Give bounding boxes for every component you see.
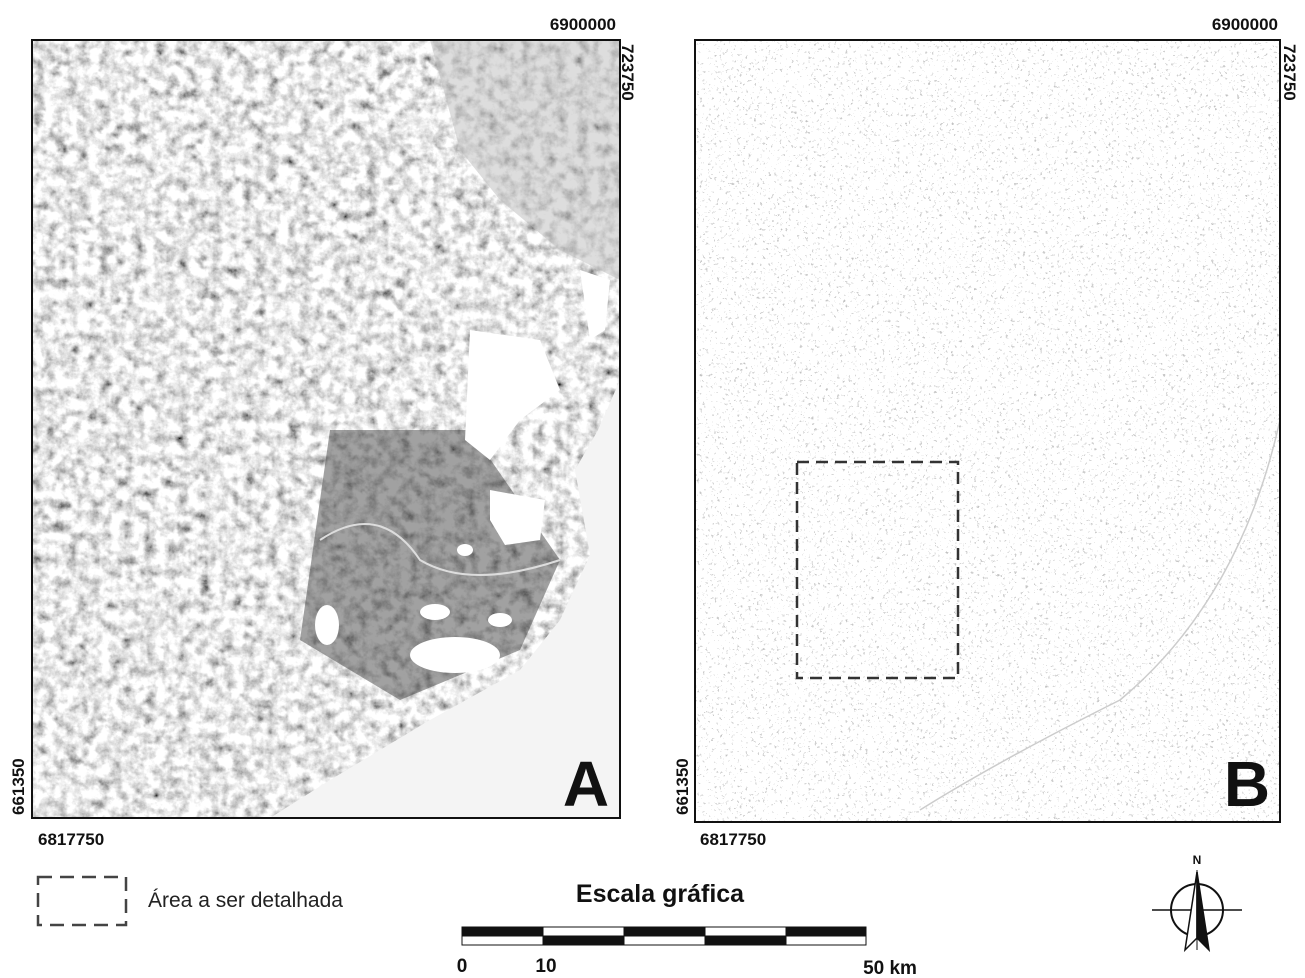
top-coordinate: 6900000	[1212, 15, 1278, 34]
left-coordinate: 661350	[673, 758, 692, 815]
bottom-coordinate: 6817750	[700, 830, 766, 849]
scale-label: 0	[457, 956, 468, 977]
scale-label: 10	[535, 956, 556, 977]
scale-title: Escala gráfica	[576, 880, 745, 908]
panel-letter: B	[1224, 748, 1270, 820]
north-arrow: N	[1152, 853, 1242, 953]
legend-label: Área a ser detalhada	[148, 889, 343, 912]
right-coordinate: 723750	[1280, 44, 1299, 101]
top-coordinate: 6900000	[550, 15, 616, 34]
left-coordinate: 661350	[9, 758, 28, 815]
scale-label: 50 km	[863, 958, 917, 978]
legend-symbol	[36, 875, 128, 927]
detail-area	[795, 460, 960, 680]
panel-a: 6900000 723750 661350 6817750 A	[9, 15, 637, 849]
north-label: N	[1193, 853, 1202, 867]
panel-b: 6900000 723750 661350 6817750 B	[673, 15, 1299, 849]
bottom-coordinate: 6817750	[38, 830, 104, 849]
right-coordinate: 723750	[618, 44, 637, 101]
panel-letter: A	[563, 748, 609, 820]
scale-bar: Escala gráfica 0 10 50 km	[457, 880, 917, 978]
legend: Área a ser detalhada	[36, 875, 343, 927]
